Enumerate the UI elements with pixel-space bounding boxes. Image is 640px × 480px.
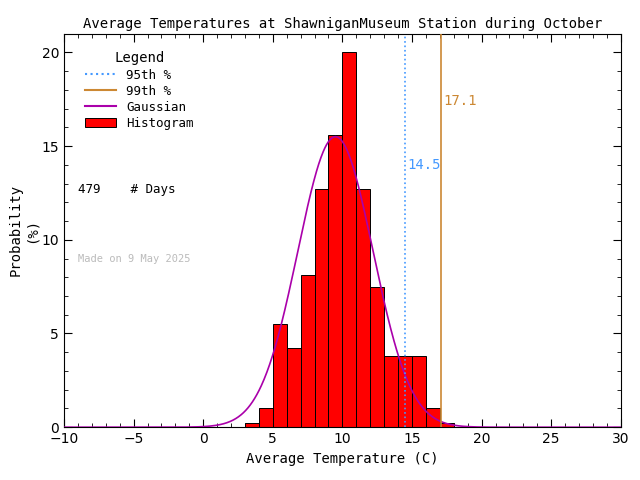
Bar <box>301 276 315 427</box>
Bar <box>370 287 384 427</box>
Y-axis label: Probability
(%): Probability (%) <box>8 184 39 276</box>
Bar <box>412 356 426 427</box>
Bar <box>315 189 328 427</box>
Text: 14.5: 14.5 <box>407 157 440 171</box>
Bar <box>245 423 259 427</box>
Text: 479    # Days: 479 # Days <box>78 183 175 196</box>
X-axis label: Average Temperature (C): Average Temperature (C) <box>246 452 438 466</box>
Legend: 95th %, 99th %, Gaussian, Histogram: 95th %, 99th %, Gaussian, Histogram <box>81 48 198 134</box>
Text: 17.1: 17.1 <box>444 94 477 108</box>
Bar <box>273 324 287 427</box>
Bar <box>398 356 412 427</box>
Bar <box>328 135 342 427</box>
Title: Average Temperatures at ShawniganMuseum Station during October: Average Temperatures at ShawniganMuseum … <box>83 17 602 31</box>
Bar <box>426 408 440 427</box>
Bar <box>342 52 356 427</box>
Bar <box>356 189 370 427</box>
Bar <box>287 348 301 427</box>
Bar <box>440 423 454 427</box>
Bar <box>259 408 273 427</box>
Text: Made on 9 May 2025: Made on 9 May 2025 <box>78 254 191 264</box>
Bar <box>384 356 398 427</box>
